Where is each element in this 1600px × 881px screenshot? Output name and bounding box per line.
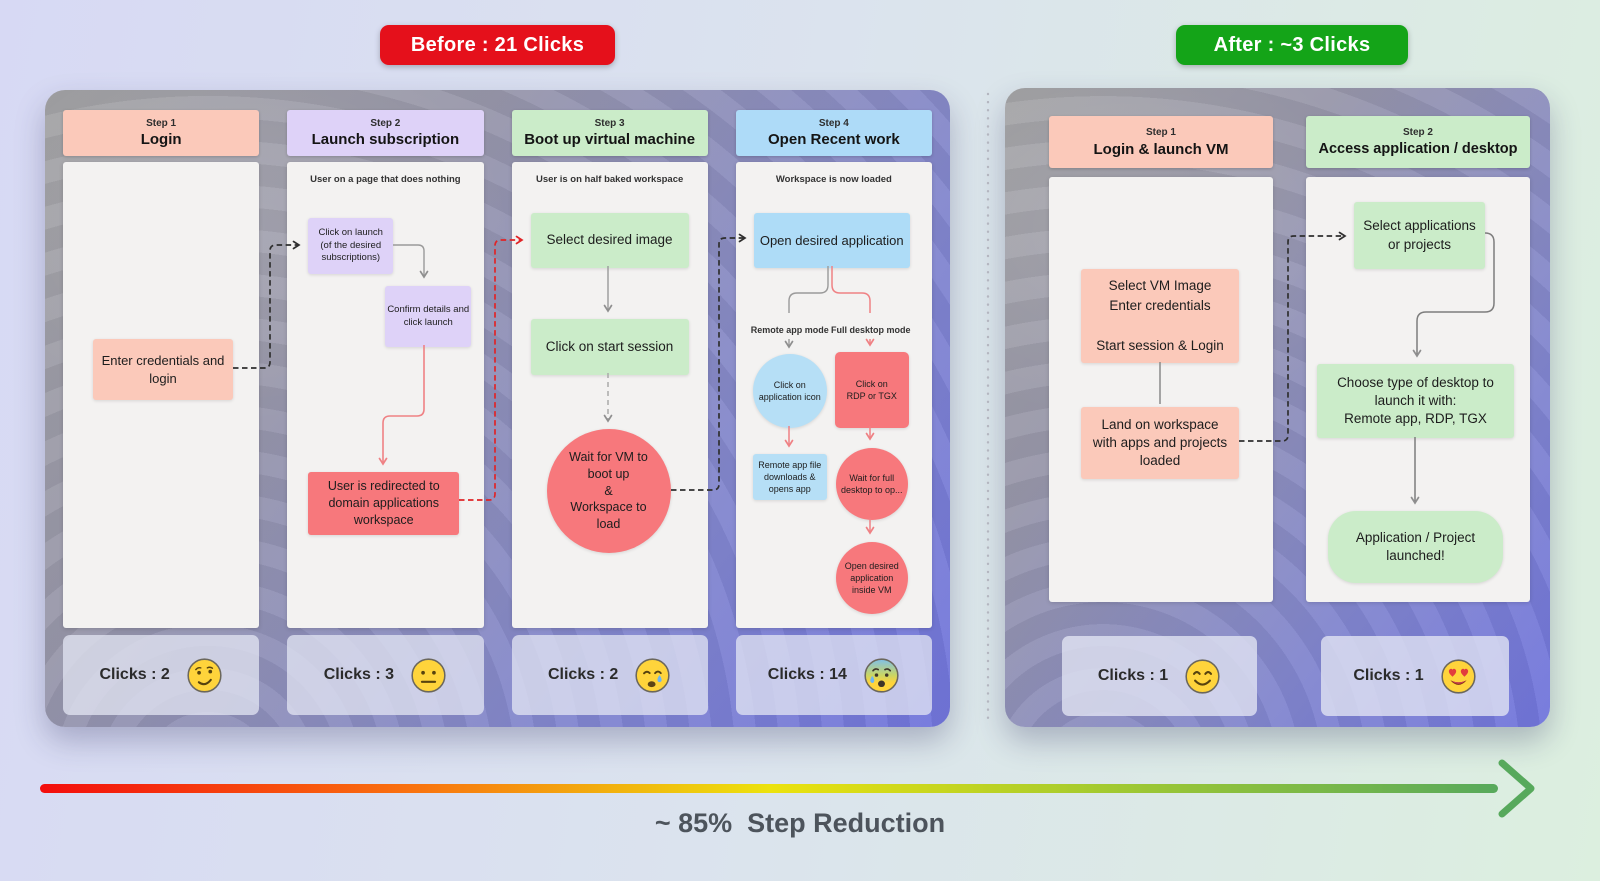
after-badge: After : ~3 Clicks [1176, 25, 1408, 65]
node-choose-desktop-type: Choose type of desktop to launch it with… [1317, 364, 1514, 438]
column-body-login: Enter credentials and login [63, 162, 260, 628]
node-wait-full-desktop: Wait for full desktop to op... [835, 448, 908, 520]
clicks-bar-access-application: Clicks : 1 [1321, 636, 1509, 716]
node-select-vm-image: Select VM Image Enter credentials Start … [1081, 269, 1239, 363]
step-label: Step 2 [370, 118, 401, 129]
crying-face-emoji [634, 657, 671, 694]
after-panel: Step 1 Login & launch VM Select VM Image… [1005, 88, 1550, 727]
node-user-redirected: User is redirected to domain application… [308, 472, 460, 535]
column-header-login: Step 1 Login [63, 110, 260, 156]
node-confirm-details: Confirm details and click launch [385, 286, 472, 347]
heart-eyes-face-emoji [1440, 658, 1477, 695]
column-body-login-launch-vm: Select VM Image Enter credentials Start … [1049, 177, 1273, 602]
before-panel: Step 1 Login Enter credentials and login… [45, 90, 950, 727]
before-column-login: Step 1 Login Enter credentials and login… [63, 110, 260, 717]
step-label: Step 4 [818, 118, 849, 129]
clicks-count: Clicks : 14 [767, 666, 847, 683]
step-reduction-arrow-bar [40, 784, 1498, 793]
clicks-count: Clicks : 2 [99, 666, 170, 683]
step-reduction-arrow-head [1498, 759, 1535, 818]
after-badge-label: After : ~3 Clicks [1213, 33, 1371, 56]
step-label: Step 3 [594, 118, 625, 129]
column-header-boot-vm: Step 3 Boot up virtual machine [511, 110, 708, 156]
label-remote-app-mode: Remote app mode [750, 325, 829, 335]
node-select-applications: Select applications or projects [1354, 202, 1485, 269]
column-title: Login [140, 131, 182, 148]
clicks-count: Clicks : 1 [1353, 667, 1424, 684]
node-click-start-session: Click on start session [530, 319, 689, 375]
column-header-open-recent-work: Step 4 Open Recent work [735, 110, 932, 156]
node-remote-app-file: Remote app file downloads & opens app [752, 454, 827, 500]
clicks-count: Clicks : 3 [323, 666, 394, 683]
clicks-bar-login: Clicks : 2 [63, 635, 260, 715]
smiling-face-emoji [1184, 658, 1221, 695]
column-body-access-application: Select applications or projects Choose t… [1306, 177, 1530, 602]
node-click-rdp-or-tgx: Click on RDP or TGX [834, 352, 909, 428]
column-title: Access application / desktop [1318, 141, 1518, 157]
column-title: Login & launch VM [1093, 140, 1229, 158]
step-label: Step 2 [1402, 127, 1433, 138]
smirking-face-emoji [186, 657, 223, 694]
node-click-application-icon: Click on application icon [752, 354, 827, 428]
step-reduction-label: ~ 85% Step Reduction [654, 808, 946, 838]
step-label: Step 1 [146, 118, 177, 129]
clicks-count: Clicks : 2 [547, 666, 619, 683]
before-column-open-recent-work: Step 4 Open Recent work Workspace is now… [735, 110, 932, 717]
before-badge: Before : 21 Clicks [380, 25, 615, 65]
node-wait-for-vm: Wait for VM to boot up & Workspace to lo… [546, 429, 671, 553]
clicks-bar-boot-vm: Clicks : 2 [511, 635, 708, 715]
anxious-face-emoji [863, 657, 900, 694]
neutral-face-emoji [410, 657, 447, 694]
node-open-application-inside-vm: Open desired application inside VM [835, 542, 908, 614]
before-badge-label: Before : 21 Clicks [410, 33, 585, 56]
before-column-boot-vm: Step 3 Boot up virtual machine User is o… [511, 110, 708, 717]
column-title: Launch subscription [311, 131, 460, 148]
column-body-boot-vm: User is on half baked workspace Select d… [511, 162, 708, 628]
column-header-login-launch-vm: Step 1 Login & launch VM [1049, 116, 1273, 168]
column-title: Boot up virtual machine [524, 131, 696, 148]
node-land-on-workspace: Land on workspace with apps and projects… [1081, 407, 1239, 479]
column-caption: User is on half baked workspace [535, 174, 684, 185]
node-click-on-launch: Click on launch (of the desired subscrip… [308, 218, 394, 274]
clicks-bar-open-recent-work: Clicks : 14 [735, 635, 932, 715]
node-application-launched: Application / Project launched! [1328, 511, 1503, 583]
column-body-launch-subscription: User on a page that does nothing Click o… [287, 162, 484, 628]
clicks-bar-launch-subscription: Clicks : 3 [287, 635, 484, 715]
column-title: Open Recent work [768, 131, 900, 148]
clicks-bar-login-launch-vm: Clicks : 1 [1062, 636, 1257, 716]
column-header-access-application: Step 2 Access application / desktop [1306, 116, 1530, 168]
node-enter-credentials: Enter credentials and login [93, 339, 233, 400]
before-column-launch-subscription: Step 2 Launch subscription User on a pag… [287, 110, 484, 717]
step-label: Step 1 [1145, 126, 1176, 138]
label-full-desktop-mode: Full desktop mode [830, 325, 911, 335]
clicks-count: Clicks : 1 [1097, 667, 1169, 684]
node-open-desired-application: Open desired application [753, 213, 910, 268]
column-caption: Workspace is now loaded [775, 174, 892, 185]
column-body-open-recent-work: Workspace is now loaded Open desired app… [735, 162, 932, 628]
column-header-launch-subscription: Step 2 Launch subscription [287, 110, 484, 156]
column-caption: User on a page that does nothing [310, 174, 461, 185]
node-select-desired-image: Select desired image [530, 213, 689, 268]
